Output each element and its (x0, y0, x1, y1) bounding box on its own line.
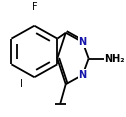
Text: NH₂: NH₂ (104, 53, 125, 64)
Text: N: N (79, 70, 87, 80)
Text: I: I (20, 79, 23, 89)
Text: N: N (79, 37, 87, 47)
Text: F: F (32, 2, 37, 12)
